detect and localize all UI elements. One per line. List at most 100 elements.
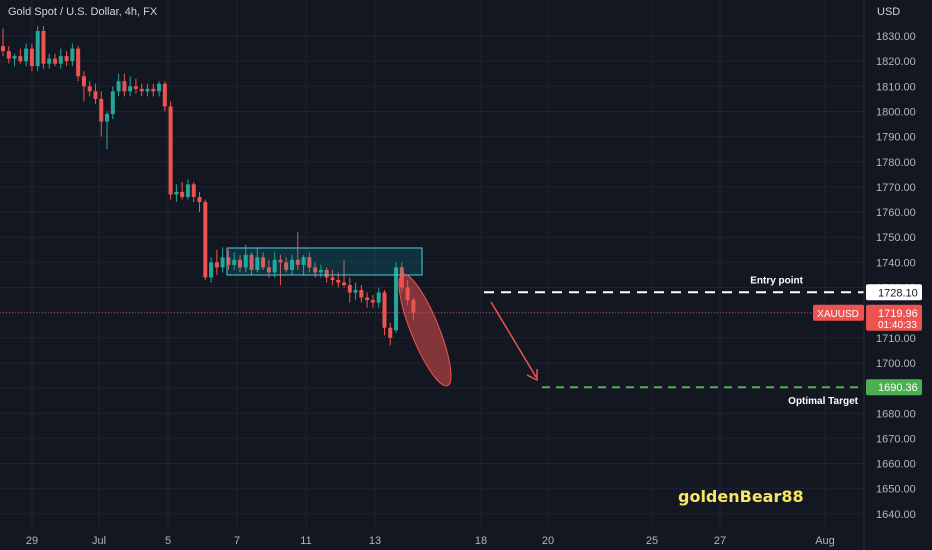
- symbol-title[interactable]: Gold Spot / U.S. Dollar, 4h, FX: [8, 6, 158, 18]
- candle: [226, 249, 231, 270]
- candle-body: [243, 254, 248, 268]
- candle: [255, 247, 260, 273]
- candle-body: [347, 284, 352, 293]
- candle: [70, 43, 75, 67]
- candle-body: [168, 106, 173, 195]
- candle-body: [162, 83, 167, 107]
- candle-body: [174, 191, 179, 195]
- candle-body: [376, 292, 381, 303]
- price-tick-label: 1820.00: [876, 56, 916, 68]
- price-axis: 1830.00 1820.00 1810.00 1800.00 1790.00 1780.…: [876, 31, 916, 521]
- candle-body: [116, 81, 121, 92]
- candle: [365, 292, 370, 308]
- candle-body: [6, 51, 11, 59]
- candle: [376, 287, 381, 308]
- candle: [197, 191, 202, 213]
- candle-body: [255, 257, 260, 270]
- candle: [93, 83, 98, 104]
- price-tick-label: 1670.00: [876, 433, 916, 445]
- candle-body: [128, 86, 133, 92]
- candle: [209, 257, 214, 283]
- candle-body: [353, 290, 358, 293]
- candle-body: [266, 267, 271, 273]
- consolidation-box: [226, 247, 423, 276]
- candle-body: [53, 58, 58, 64]
- candle-body: [70, 48, 75, 62]
- candle-body: [41, 30, 46, 64]
- candle: [35, 25, 40, 72]
- time-tick-label: 25: [646, 535, 658, 547]
- direction-arrow-shaft: [490, 301, 537, 378]
- candle-body: [64, 56, 69, 62]
- candle-body: [180, 191, 185, 197]
- candle: [81, 71, 86, 102]
- candle-body: [185, 184, 190, 197]
- candle: [237, 254, 242, 273]
- time-tick-label: 27: [714, 535, 726, 547]
- candle: [53, 53, 58, 67]
- candle: [232, 252, 237, 270]
- candle: [295, 232, 300, 270]
- candle-body: [35, 30, 40, 67]
- candle-body: [58, 56, 63, 64]
- candle: [29, 43, 34, 72]
- candle-body: [370, 300, 375, 303]
- candle-body: [382, 292, 387, 328]
- price-tick-label: 1640.00: [876, 509, 916, 521]
- candlestick-series: [1, 25, 416, 346]
- candle: [249, 252, 254, 275]
- candle: [290, 254, 294, 275]
- candle-body: [24, 48, 29, 62]
- candle: [330, 269, 335, 285]
- candle: [162, 81, 167, 112]
- candle: [128, 76, 133, 97]
- candle: [174, 184, 179, 202]
- candle-body: [307, 257, 312, 268]
- candle: [191, 181, 196, 202]
- candle-body: [197, 196, 202, 202]
- time-tick-label: Jul: [92, 535, 106, 547]
- currency-label: USD: [877, 6, 901, 18]
- breakdown-ellipse: [398, 273, 452, 387]
- candle: [157, 81, 162, 97]
- candle: [76, 46, 81, 82]
- candle-body: [261, 257, 266, 268]
- optimal-target-label: Optimal Target: [788, 396, 858, 407]
- price-tick-label: 1780.00: [876, 157, 916, 169]
- candle: [203, 199, 208, 280]
- candle-body: [278, 259, 283, 263]
- candle-body: [336, 279, 341, 283]
- candle: [185, 179, 190, 200]
- price-tick-label: 1760.00: [876, 207, 916, 219]
- candle: [58, 48, 63, 69]
- candle: [180, 181, 185, 200]
- candle-body: [359, 290, 364, 298]
- candle-body: [191, 184, 196, 197]
- candle: [347, 277, 352, 303]
- candle-body: [76, 48, 81, 77]
- candle-body: [12, 56, 17, 59]
- candle-body: [284, 262, 289, 270]
- price-tick-label: 1710.00: [876, 333, 916, 345]
- price-tick-label: 1750.00: [876, 232, 916, 244]
- candle: [105, 111, 110, 150]
- candle-body: [394, 267, 399, 331]
- price-tick-label: 1650.00: [876, 484, 916, 496]
- candle-body: [232, 259, 237, 265]
- candle-body: [237, 259, 242, 268]
- candle: [278, 254, 283, 285]
- price-tick-label: 1740.00: [876, 257, 916, 269]
- candle-body: [122, 81, 127, 92]
- candle-body: [99, 98, 104, 122]
- candle: [168, 101, 173, 200]
- candle-body: [145, 88, 150, 92]
- candle: [87, 81, 92, 97]
- candle-body: [295, 259, 300, 265]
- chart-grid: [0, 0, 864, 528]
- candle: [214, 249, 219, 275]
- candle-body: [157, 83, 162, 92]
- candle: [110, 86, 115, 119]
- candle-body: [29, 48, 34, 67]
- bar-countdown: 01:40:33: [878, 320, 917, 331]
